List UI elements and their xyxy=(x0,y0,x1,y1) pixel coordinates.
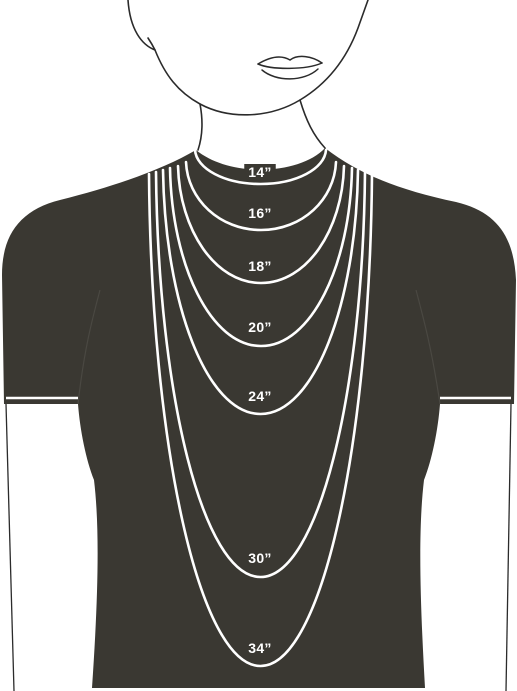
chain-20 xyxy=(168,166,354,348)
label-14: 14” xyxy=(248,164,271,180)
chain-16 xyxy=(184,160,338,232)
label-30: 30” xyxy=(248,550,271,566)
chain-34 xyxy=(147,172,374,668)
label-backdrop xyxy=(244,258,276,274)
label-18: 18” xyxy=(248,258,271,274)
length-labels: 14” 16” 18” 20” 24” 30” 34” xyxy=(244,164,276,656)
label-24: 24” xyxy=(248,388,271,404)
label-16: 16” xyxy=(248,205,271,221)
chain-14 xyxy=(193,148,328,186)
head-outline xyxy=(127,0,369,151)
label-backdrop xyxy=(244,164,276,180)
label-20: 20” xyxy=(248,319,271,335)
label-backdrop xyxy=(244,205,276,221)
chain-18 xyxy=(176,164,346,285)
lips xyxy=(257,55,323,80)
label-34: 34” xyxy=(248,640,271,656)
label-backdrop xyxy=(244,388,276,404)
label-backdrop xyxy=(244,319,276,335)
underarm-seams xyxy=(77,289,441,405)
chain-24 xyxy=(161,168,360,416)
necklace-chains xyxy=(147,148,374,668)
label-backdrop xyxy=(244,550,276,566)
arms-outline xyxy=(5,403,512,691)
shirt xyxy=(2,148,516,688)
chain-30 xyxy=(154,170,367,579)
label-backdrop xyxy=(244,640,276,656)
